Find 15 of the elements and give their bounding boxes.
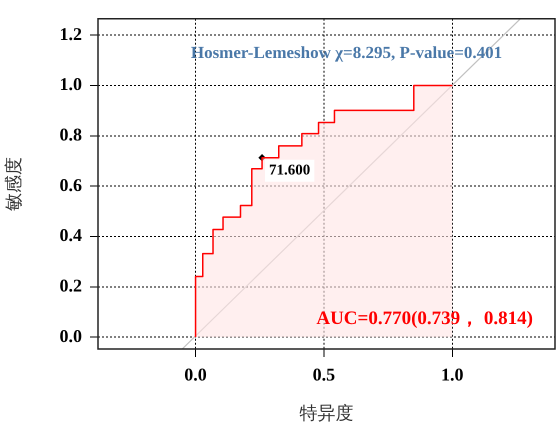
y-axis-title: 敏感度 (4, 156, 24, 211)
y-tick-label: 0.8 (60, 124, 82, 144)
y-tick-label: 0.4 (60, 225, 82, 246)
y-tick-label: 0.2 (60, 275, 82, 296)
x-tick-label: 0.0 (184, 364, 207, 384)
annotation: 71.600 (269, 162, 310, 179)
y-tick-label: 0.0 (60, 326, 82, 346)
annotation: Hosmer-Lemeshow χ=8.295, P-value=0.401 (190, 43, 502, 62)
x-tick-label: 0.5 (312, 364, 336, 384)
x-axis-title: 特异度 (300, 402, 354, 423)
y-tick-label: 0.6 (60, 174, 82, 195)
x-tick-label: 1.0 (441, 364, 464, 384)
y-tick-label: 1.2 (60, 24, 82, 44)
annotation: AUC=0.770(0.739， 0.814) (316, 308, 533, 329)
y-tick-label: 1.0 (60, 74, 82, 94)
